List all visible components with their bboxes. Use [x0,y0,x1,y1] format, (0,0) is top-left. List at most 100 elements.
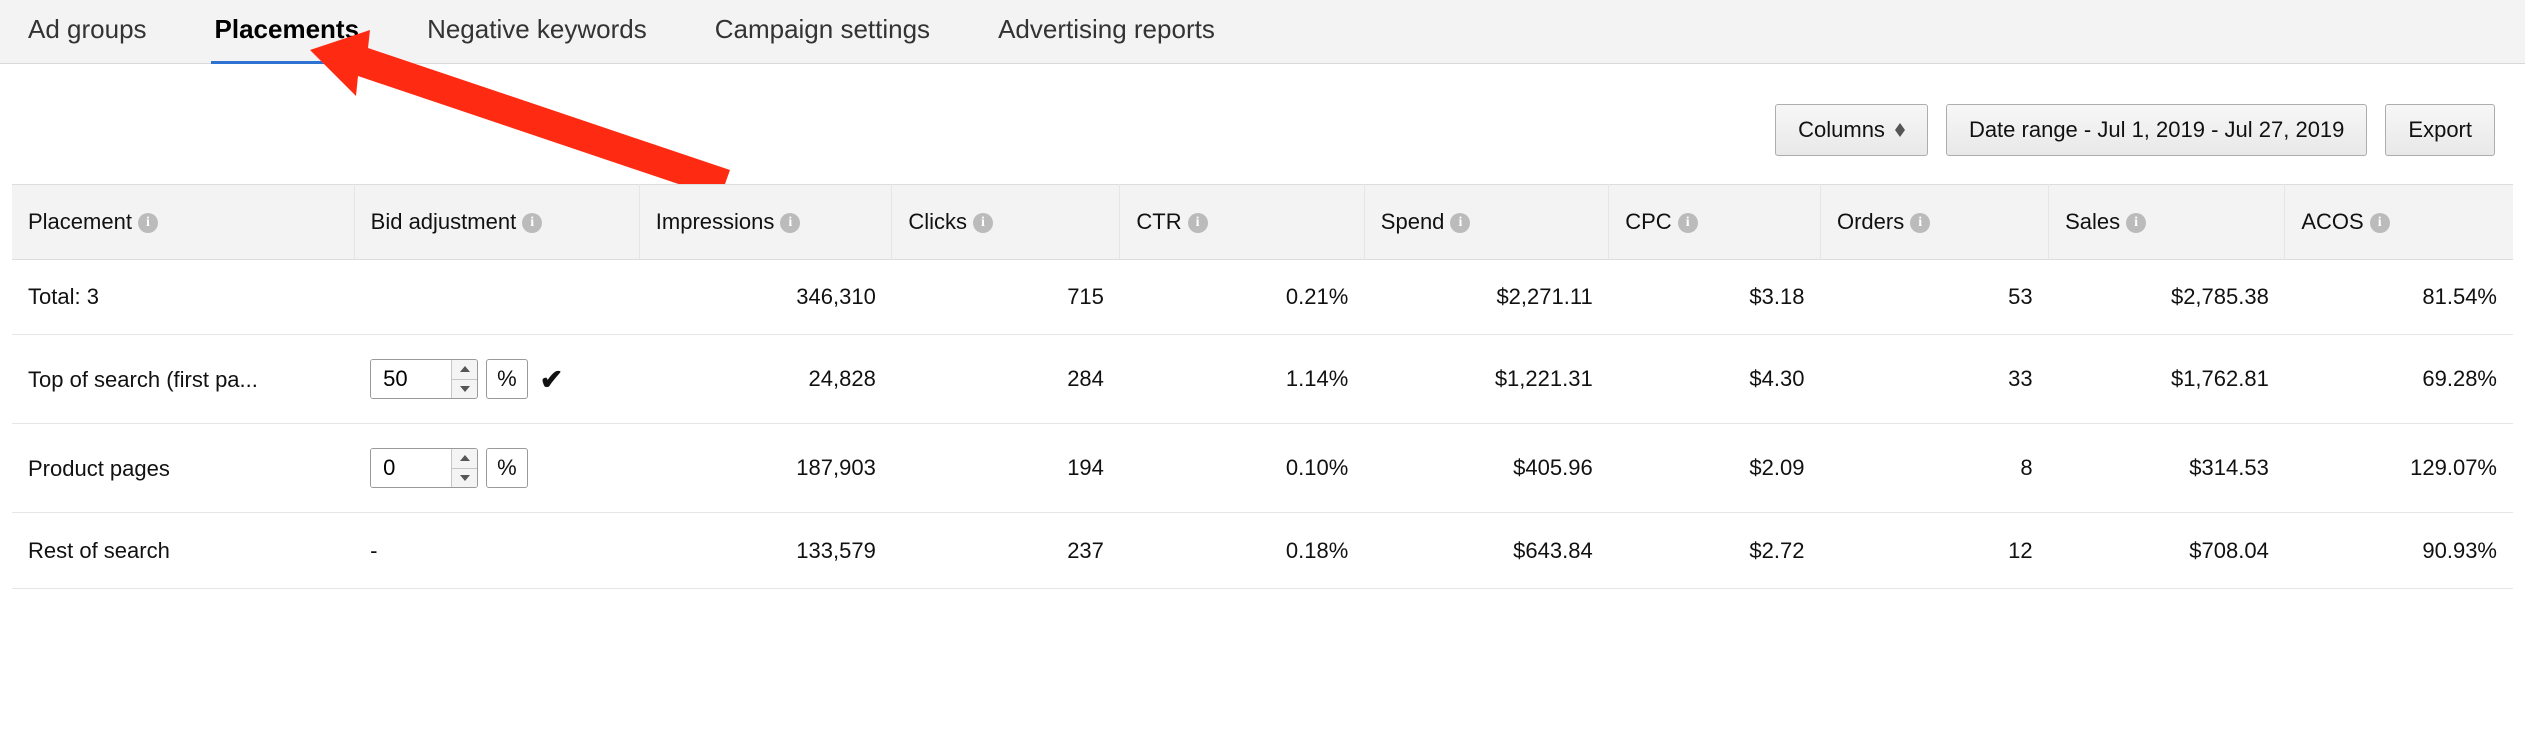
cell-cpc: $2.72 [1609,513,1821,589]
table-row: Rest of search-133,5792370.18%$643.84$2.… [12,513,2513,589]
info-icon[interactable]: i [1450,213,1470,233]
col-label: Bid adjustment [371,209,517,234]
cell-impr: 187,903 [639,424,892,513]
cell-placement: Total: 3 [12,260,354,335]
table-row: Top of search (first pa...%✔24,8282841.1… [12,335,2513,424]
sort-icon [1895,123,1905,137]
col-clicks[interactable]: Clicksi [892,185,1120,260]
cell-acos: 129.07% [2285,424,2513,513]
export-button[interactable]: Export [2385,104,2495,156]
chevron-up-icon[interactable] [452,449,477,469]
total-row: Total: 3 346,3107150.21%$2,271.11$3.1853$… [12,260,2513,335]
col-impr[interactable]: Impressionsi [639,185,892,260]
col-ctr[interactable]: CTR i [1120,185,1364,260]
cell-acos: 69.28% [2285,335,2513,424]
percent-label: % [486,448,528,488]
cell-spend: $1,221.31 [1364,335,1608,424]
percent-label: % [486,359,528,399]
col-label: ACOS [2301,209,2363,234]
cell-ctr: 0.21% [1120,260,1364,335]
col-label: CTR [1136,209,1181,234]
cell-orders: 8 [1820,424,2048,513]
cell-clicks: 284 [892,335,1120,424]
cell-placement: Rest of search [12,513,354,589]
columns-button[interactable]: Columns [1775,104,1928,156]
col-label: Spend [1381,209,1445,234]
cell-orders: 12 [1820,513,2048,589]
tab-bar: Ad groups Placements Negative keywords Camp… [0,0,2525,64]
col-orders[interactable]: Ordersi [1820,185,2048,260]
tab-negative-keywords[interactable]: Negative keywords [423,0,651,63]
cell-clicks: 715 [892,260,1120,335]
table-toolbar: Columns Date range - Jul 1, 2019 - Jul 2… [12,88,2513,184]
cell-ctr: 0.10% [1120,424,1364,513]
cell-spend: $405.96 [1364,424,1608,513]
cell-orders: 53 [1820,260,2048,335]
cell-spend: $2,271.11 [1364,260,1608,335]
col-label: Placement [28,209,132,234]
cell-cpc: $3.18 [1609,260,1821,335]
bid-stepper[interactable] [370,359,478,399]
info-icon[interactable]: i [1678,213,1698,233]
bid-input[interactable] [371,449,451,487]
col-acos[interactable]: ACOS i [2285,185,2513,260]
col-cpc[interactable]: CPC i [1609,185,1821,260]
daterange-label: Date range - Jul 1, 2019 - Jul 27, 2019 [1969,117,2344,143]
info-icon[interactable]: i [1910,213,1930,233]
daterange-button[interactable]: Date range - Jul 1, 2019 - Jul 27, 2019 [1946,104,2367,156]
col-spend[interactable]: Spendi [1364,185,1608,260]
cell-spend: $643.84 [1364,513,1608,589]
col-label: Impressions [656,209,775,234]
export-label: Export [2408,117,2472,143]
bid-stepper[interactable] [370,448,478,488]
cell-bid: % [354,424,639,513]
col-sales[interactable]: Salesi [2049,185,2285,260]
info-icon[interactable]: i [138,213,158,233]
check-icon: ✔ [540,363,563,396]
info-icon[interactable]: i [973,213,993,233]
cell-ctr: 1.14% [1120,335,1364,424]
cell-bid: %✔ [354,335,639,424]
bid-input[interactable] [371,360,451,398]
cell-acos: 90.93% [2285,513,2513,589]
info-icon[interactable]: i [522,213,542,233]
cell-impr: 24,828 [639,335,892,424]
cell-sales: $1,762.81 [2049,335,2285,424]
col-label: Clicks [908,209,967,234]
placements-table: PlacementiBid adjustmentiImpressionsiCli… [12,184,2513,589]
chevron-down-icon[interactable] [452,469,477,488]
col-label: Sales [2065,209,2120,234]
info-icon[interactable]: i [2126,213,2146,233]
col-bid[interactable]: Bid adjustmenti [354,185,639,260]
columns-button-label: Columns [1798,117,1885,143]
info-icon[interactable]: i [1188,213,1208,233]
cell-cpc: $2.09 [1609,424,1821,513]
cell-bid [354,260,639,335]
cell-ctr: 0.18% [1120,513,1364,589]
info-icon[interactable]: i [780,213,800,233]
cell-sales: $708.04 [2049,513,2285,589]
chevron-down-icon[interactable] [452,380,477,399]
cell-placement: Product pages [12,424,354,513]
cell-impr: 133,579 [639,513,892,589]
cell-placement: Top of search (first pa... [12,335,354,424]
cell-sales: $314.53 [2049,424,2285,513]
cell-orders: 33 [1820,335,2048,424]
tab-placements[interactable]: Placements [211,0,364,63]
table-header-row: PlacementiBid adjustmentiImpressionsiCli… [12,185,2513,260]
col-label: Orders [1837,209,1904,234]
cell-impr: 346,310 [639,260,892,335]
cell-sales: $2,785.38 [2049,260,2285,335]
table-row: Product pages% 187,9031940.10%$405.96$2.0… [12,424,2513,513]
col-placement[interactable]: Placement i [12,185,354,260]
tab-campaign-settings[interactable]: Campaign settings [711,0,934,63]
info-icon[interactable]: i [2370,213,2390,233]
cell-clicks: 194 [892,424,1120,513]
cell-cpc: $4.30 [1609,335,1821,424]
cell-acos: 81.54% [2285,260,2513,335]
col-label: CPC [1625,209,1671,234]
chevron-up-icon[interactable] [452,360,477,380]
tab-ad-groups[interactable]: Ad groups [24,0,151,63]
cell-clicks: 237 [892,513,1120,589]
tab-advertising-reports[interactable]: Advertising reports [994,0,1219,63]
